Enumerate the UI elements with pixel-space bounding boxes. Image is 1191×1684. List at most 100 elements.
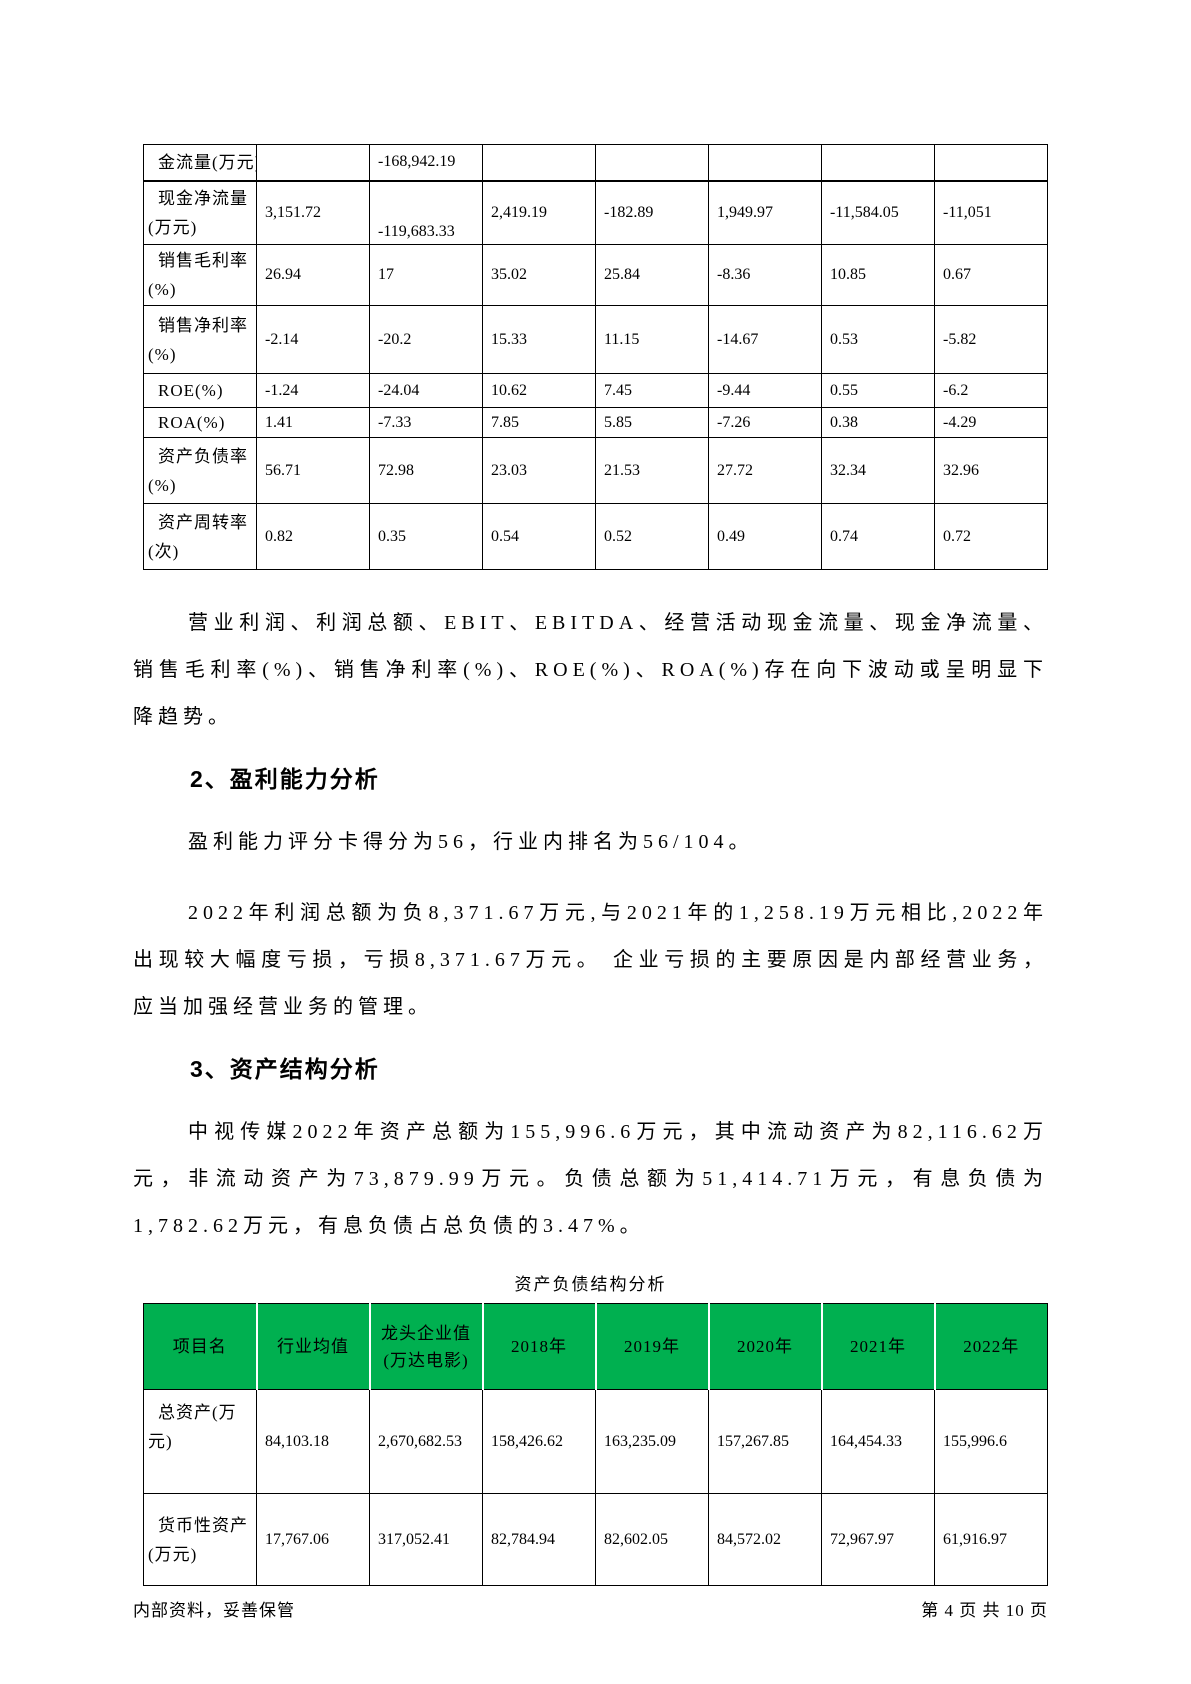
- table-row: ROA(%) 1.41 -7.33 7.85 5.85 -7.26 0.38 -4.29: [143, 407, 1048, 438]
- table-row: 金流量(万元) -168,942.19: [143, 144, 1048, 182]
- row-label: 资产负债率 (%): [143, 437, 257, 504]
- table-row: 销售毛利率 (%) 26.94 17 35.02 25.84 -8.36 10.85 0.67: [143, 244, 1048, 306]
- table-row: 资产周转率 (次) 0.82 0.35 0.54 0.52 0.49 0.74 0.72: [143, 503, 1048, 570]
- table-cell: 32.96: [934, 437, 1048, 504]
- table-cell: -119,683.33: [369, 180, 483, 245]
- table-cell: 26.94: [256, 244, 370, 306]
- table-cell: 0.35: [369, 503, 483, 570]
- page-footer: 内部资料，妥善保管 第 4 页 共 10 页: [133, 1596, 1048, 1621]
- table-cell: 10.85: [821, 244, 935, 306]
- table-cell: -2.14: [256, 305, 370, 374]
- row-label: 资产周转率 (次): [143, 503, 257, 570]
- table-cell: 72,967.97: [821, 1493, 935, 1586]
- row-label: ROE(%): [143, 373, 257, 408]
- footer-page-number: 第 4 页 共 10 页: [921, 1601, 1048, 1620]
- table-cell: 61,916.97: [934, 1493, 1048, 1586]
- page: 金流量(万元) -168,942.19 现金净流量 (万元) 3,151.72 -119…: [133, 144, 1048, 1586]
- table-cell: 317,052.41: [369, 1493, 483, 1586]
- table-row: 总资产(万元) 84,103.18 2,670,682.53 158,426.62 16…: [143, 1389, 1048, 1494]
- table-row: 销售净利率 (%) -2.14 -20.2 15.33 11.15 -14.67 0.53-…: [143, 305, 1048, 374]
- balance-structure-table-body: 总资产(万元) 84,103.18 2,670,682.53 158,426.62 16…: [143, 1389, 1048, 1586]
- table-cell: 84,103.18: [256, 1389, 370, 1494]
- row-label: 销售毛利率 (%): [143, 244, 257, 306]
- table-cell: 2,670,682.53: [369, 1389, 483, 1494]
- column-header: 行业均值: [255, 1303, 371, 1390]
- table-cell: -14.67: [708, 305, 822, 374]
- row-label: 销售净利率 (%): [143, 305, 257, 374]
- table-cell: 82,784.94: [482, 1493, 596, 1586]
- table-cell: -182.89: [595, 180, 709, 245]
- table-row: 货币性资产 (万元) 17,767.06 317,052.41 82,784.94 82…: [143, 1493, 1048, 1586]
- table-cell: [482, 144, 596, 182]
- table-cell: -4.29: [934, 407, 1048, 438]
- table-cell: -1.24: [256, 373, 370, 408]
- table-cell: 17: [369, 244, 483, 306]
- paragraph-trend: 营业利润、利润总额、EBIT、EBITDA、经营活动现金流量、现金净流量、销售毛…: [133, 612, 1048, 728]
- column-header: 2022年: [933, 1303, 1048, 1390]
- table-cell: 82,602.05: [595, 1493, 709, 1586]
- column-header: 2021年: [820, 1303, 936, 1390]
- footer-confidential-note: 内部资料，妥善保管: [133, 1601, 295, 1620]
- row-label: ROA(%): [143, 407, 257, 438]
- table-cell: -5.82: [934, 305, 1048, 374]
- table-cell: 0.38: [821, 407, 935, 438]
- section-3-heading: 3、资产结构分析: [190, 1056, 380, 1082]
- table-cell: 25.84: [595, 244, 709, 306]
- row-label: 货币性资产 (万元): [143, 1493, 257, 1586]
- table-cell: 163,235.09: [595, 1389, 709, 1494]
- table-cell: 7.85: [482, 407, 596, 438]
- table-cell: 17,767.06: [256, 1493, 370, 1586]
- table-cell: -11,051: [934, 180, 1048, 245]
- paragraph-loss-analysis: 2022年利润总额为负8,371.67万元,与2021年的1,258.19万元相…: [133, 902, 1048, 1018]
- table-cell: [595, 144, 709, 182]
- table-cell: 15.33: [482, 305, 596, 374]
- table-cell: [708, 144, 822, 182]
- table-cell: 0.54: [482, 503, 596, 570]
- row-label: 金流量(万元): [143, 144, 257, 182]
- table-cell: 3,151.72: [256, 180, 370, 245]
- balance-structure-table: 项目名 行业均值 龙头企业值 (万达电影) 2018年 2019年 2020年 2021年 2…: [143, 1303, 1048, 1586]
- table-cell: 56.71: [256, 437, 370, 504]
- table-header-row: 项目名 行业均值 龙头企业值 (万达电影) 2018年 2019年 2020年 2021年 2…: [143, 1303, 1048, 1390]
- table-cell: 10.62: [482, 373, 596, 408]
- table-cell: -9.44: [708, 373, 822, 408]
- table-cell: 157,267.85: [708, 1389, 822, 1494]
- table-cell: -7.26: [708, 407, 822, 438]
- table-cell: -6.2: [934, 373, 1048, 408]
- table-row: 资产负债率 (%) 56.71 72.98 23.03 21.53 27.72 32.34 3…: [143, 437, 1048, 504]
- table-cell: 1,949.97: [708, 180, 822, 245]
- column-header: 2019年: [594, 1303, 710, 1390]
- table-cell: [934, 144, 1048, 182]
- column-header: 2020年: [707, 1303, 823, 1390]
- balance-structure-table-head: 项目名 行业均值 龙头企业值 (万达电影) 2018年 2019年 2020年 2021年 2…: [143, 1303, 1048, 1390]
- table-row: 现金净流量 (万元) 3,151.72 -119,683.33 2,419.19 -18…: [143, 180, 1048, 245]
- table-cell: -7.33: [369, 407, 483, 438]
- table-cell: [256, 144, 370, 182]
- financial-metrics-table-body: 金流量(万元) -168,942.19 现金净流量 (万元) 3,151.72 -119…: [143, 144, 1048, 570]
- table-cell: 0.53: [821, 305, 935, 374]
- table-cell: 27.72: [708, 437, 822, 504]
- table-cell: 0.55: [821, 373, 935, 408]
- table-cell: 32.34: [821, 437, 935, 504]
- paragraph-profitability-score: 盈利能力评分卡得分为56，行业内排名为56/104。: [188, 831, 754, 853]
- table-cell: -168,942.19: [369, 144, 483, 182]
- table-cell: 35.02: [482, 244, 596, 306]
- table-cell: 0.52: [595, 503, 709, 570]
- table-cell: -20.2: [369, 305, 483, 374]
- table-cell: 23.03: [482, 437, 596, 504]
- table-cell: -8.36: [708, 244, 822, 306]
- row-label: 总资产(万元): [143, 1389, 257, 1494]
- table-cell: 155,996.6: [934, 1389, 1048, 1494]
- row-label: 现金净流量 (万元): [143, 180, 257, 245]
- table-cell: 2,419.19: [482, 180, 596, 245]
- table-cell: 0.82: [256, 503, 370, 570]
- column-header: 项目名: [143, 1303, 258, 1390]
- table-cell: 21.53: [595, 437, 709, 504]
- table-cell: -24.04: [369, 373, 483, 408]
- table-cell: 158,426.62: [482, 1389, 596, 1494]
- table-cell: 164,454.33: [821, 1389, 935, 1494]
- table-cell: 0.74: [821, 503, 935, 570]
- balance-table-caption: 资产负债结构分析: [514, 1275, 667, 1294]
- table-cell: 72.98: [369, 437, 483, 504]
- table-cell: 1.41: [256, 407, 370, 438]
